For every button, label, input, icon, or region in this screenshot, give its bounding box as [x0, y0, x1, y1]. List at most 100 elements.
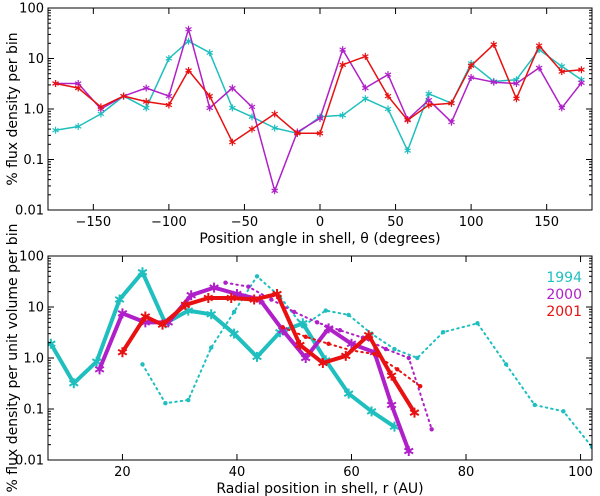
data-point [114, 294, 125, 305]
data-point [117, 308, 128, 319]
data-point [117, 347, 128, 358]
data-point [226, 293, 237, 304]
data-point [271, 187, 279, 195]
data-point [223, 280, 228, 285]
data-point [185, 66, 192, 74]
data-point [142, 104, 150, 112]
data-point [74, 123, 82, 131]
data-point [561, 409, 566, 414]
data-point [429, 427, 434, 432]
data-point [157, 319, 168, 330]
data-point [91, 356, 102, 367]
x-tick-label: 50 [387, 215, 404, 230]
legend-entry-2001: 2001 [546, 304, 582, 320]
data-point [409, 407, 420, 418]
data-point [323, 308, 328, 313]
data-point [280, 325, 285, 330]
data-point [203, 293, 214, 304]
data-point [326, 341, 331, 346]
data-point [229, 138, 236, 146]
data-point [185, 37, 192, 45]
data-point [366, 406, 377, 417]
x-tick-label: 100 [568, 465, 593, 480]
data-point [246, 284, 251, 289]
y-axis-label: % flux density per unit volume per bin [5, 224, 21, 493]
y-tick-label: 1.0 [23, 103, 44, 118]
x-tick-label: 60 [343, 465, 360, 480]
data-point [271, 124, 279, 132]
data-point [532, 402, 537, 408]
data-point [475, 321, 480, 326]
data-point [361, 95, 369, 103]
data-point [316, 114, 324, 122]
data-point [425, 90, 433, 98]
data-point [361, 52, 369, 60]
data-point [418, 383, 423, 389]
x-tick-label: 40 [229, 465, 246, 480]
data-point [395, 367, 400, 372]
x-tick-label: 0 [316, 215, 324, 230]
series-line-2001 [54, 43, 583, 143]
data-point [339, 46, 347, 54]
data-point [209, 345, 214, 350]
data-point [386, 399, 397, 410]
data-point [165, 92, 173, 100]
data-point [52, 79, 59, 87]
y-tick-label: 0.1 [23, 403, 44, 418]
data-point [209, 282, 219, 293]
data-point [340, 350, 351, 361]
data-point [295, 339, 305, 350]
data-point [349, 348, 354, 353]
data-point [363, 330, 374, 341]
x-tick-label: 150 [534, 215, 559, 230]
radial-chart: 20 40 60 80 100 0.01 0.1 1.0 10 100 Radial positio… [5, 224, 593, 496]
series-line-1994-solid [48, 270, 397, 429]
data-point [249, 294, 259, 305]
data-point [415, 355, 420, 361]
x-axis-label: Radial position in shell, r (AU) [216, 481, 423, 496]
data-point [384, 105, 392, 113]
data-point [467, 74, 475, 82]
series-line-2000 [54, 28, 583, 192]
data-point [52, 126, 59, 134]
plot-frame [47, 7, 593, 211]
data-point [163, 400, 168, 406]
y-tick-label: 10 [27, 301, 44, 316]
data-point [406, 355, 411, 361]
y-axis-label: % flux density per bin [5, 32, 21, 185]
data-point [404, 147, 411, 155]
y-tick-label: 0.1 [23, 153, 44, 168]
x-tick-label: −150 [75, 215, 111, 230]
series-line-1994-dotted [141, 275, 592, 448]
data-point [206, 92, 214, 100]
data-point [231, 309, 237, 315]
y-tick-label: 10 [27, 52, 44, 67]
data-point [74, 84, 82, 92]
data-point [180, 299, 191, 310]
data-point [206, 104, 214, 112]
data-point [272, 288, 282, 299]
x-tick-label: 100 [459, 215, 484, 230]
data-point [137, 267, 148, 278]
data-point [269, 297, 274, 302]
data-point [404, 116, 411, 124]
y-tick-label: 0.01 [15, 204, 44, 219]
data-point [318, 357, 328, 368]
data-point [292, 309, 297, 315]
data-point [346, 312, 351, 318]
y-tick-label: 0.01 [15, 454, 44, 469]
x-tick-label: 20 [114, 465, 131, 480]
data-point [425, 101, 433, 109]
data-point [186, 397, 191, 403]
data-point [448, 99, 455, 107]
data-point [140, 362, 145, 367]
data-point [293, 129, 301, 137]
angle-chart: −150 −100 −50 0 50 100 150 0.01 0.1 1.0 10 100 Posit… [5, 2, 593, 247]
data-point [206, 49, 214, 57]
data-point [142, 84, 150, 92]
data-point [97, 103, 105, 111]
data-point [448, 118, 455, 126]
data-point [300, 353, 311, 363]
data-point [513, 79, 520, 87]
